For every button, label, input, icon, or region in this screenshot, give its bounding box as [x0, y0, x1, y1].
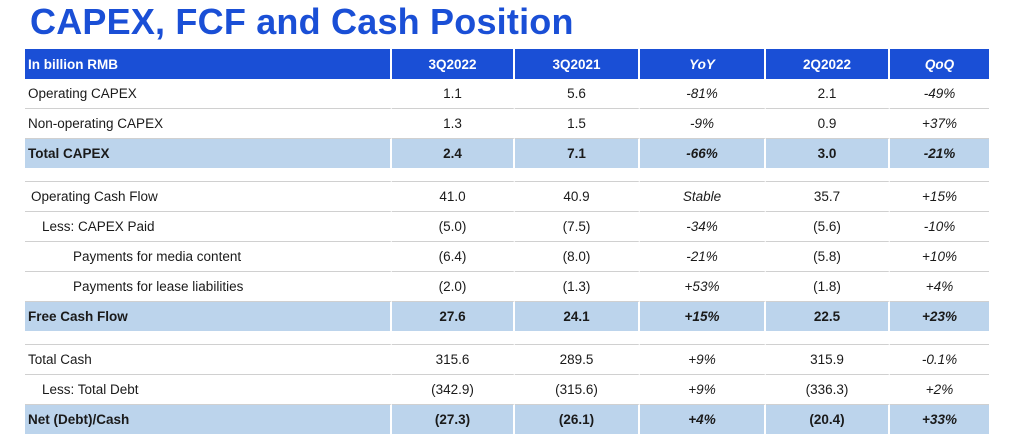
- cell-3q2022: (2.0): [392, 272, 515, 302]
- cell-2q2022: 22.5: [766, 302, 890, 331]
- row-label: Payments for media content: [25, 242, 392, 272]
- cell-3q2021: (1.3): [515, 272, 640, 302]
- financial-table: In billion RMB 3Q2022 3Q2021 YoY 2Q2022 …: [25, 49, 989, 434]
- row-operating-capex: Operating CAPEX 1.1 5.6 -81% 2.1 -49%: [25, 79, 989, 109]
- cell-2q2022: 0.9: [766, 109, 890, 139]
- cell-qoq: +23%: [890, 302, 989, 331]
- cell-3q2022: 41.0: [392, 182, 515, 212]
- cell-3q2022: (5.0): [392, 212, 515, 242]
- cell-2q2022: (1.8): [766, 272, 890, 302]
- row-label: Total Cash: [25, 345, 392, 375]
- cell-2q2022: 35.7: [766, 182, 890, 212]
- cell-2q2022: (5.6): [766, 212, 890, 242]
- cell-3q2021: 40.9: [515, 182, 640, 212]
- header-qoq: QoQ: [890, 49, 989, 79]
- header-3q2021: 3Q2021: [515, 49, 640, 79]
- row-capex-paid: Less: CAPEX Paid (5.0) (7.5) -34% (5.6) …: [25, 212, 989, 242]
- cell-2q2022: 3.0: [766, 139, 890, 168]
- cell-qoq: +33%: [890, 405, 989, 434]
- cell-2q2022: 2.1: [766, 79, 890, 109]
- cell-3q2022: 27.6: [392, 302, 515, 331]
- cell-3q2022: 1.3: [392, 109, 515, 139]
- cell-3q2022: (6.4): [392, 242, 515, 272]
- cell-3q2022: 1.1: [392, 79, 515, 109]
- row-free-cash-flow: Free Cash Flow 27.6 24.1 +15% 22.5 +23%: [25, 302, 989, 331]
- cell-yoy: +15%: [640, 302, 766, 331]
- cell-yoy: +53%: [640, 272, 766, 302]
- row-label: Net (Debt)/Cash: [25, 405, 392, 434]
- cell-3q2021: 24.1: [515, 302, 640, 331]
- row-label: Operating Cash Flow: [25, 182, 392, 212]
- cell-3q2021: 1.5: [515, 109, 640, 139]
- cell-yoy: -81%: [640, 79, 766, 109]
- row-operating-cash-flow: Operating Cash Flow 41.0 40.9 Stable 35.…: [25, 182, 989, 212]
- cell-3q2021: 7.1: [515, 139, 640, 168]
- cell-3q2022: (342.9): [392, 375, 515, 405]
- cell-3q2021: (26.1): [515, 405, 640, 434]
- row-spacer: [25, 168, 989, 182]
- row-total-capex: Total CAPEX 2.4 7.1 -66% 3.0 -21%: [25, 139, 989, 168]
- row-label: Operating CAPEX: [25, 79, 392, 109]
- row-label: Payments for lease liabilities: [25, 272, 392, 302]
- table-header-row: In billion RMB 3Q2022 3Q2021 YoY 2Q2022 …: [25, 49, 989, 79]
- row-label: Non-operating CAPEX: [25, 109, 392, 139]
- header-2q2022: 2Q2022: [766, 49, 890, 79]
- row-spacer: [25, 331, 989, 345]
- cell-qoq: +4%: [890, 272, 989, 302]
- cell-qoq: +10%: [890, 242, 989, 272]
- row-non-operating-capex: Non-operating CAPEX 1.3 1.5 -9% 0.9 +37%: [25, 109, 989, 139]
- cell-yoy: Stable: [640, 182, 766, 212]
- cell-qoq: +37%: [890, 109, 989, 139]
- cell-3q2021: 289.5: [515, 345, 640, 375]
- cell-3q2022: 315.6: [392, 345, 515, 375]
- cell-qoq: -21%: [890, 139, 989, 168]
- header-unit: In billion RMB: [25, 49, 392, 79]
- cell-qoq: -0.1%: [890, 345, 989, 375]
- cell-3q2021: (8.0): [515, 242, 640, 272]
- cell-yoy: -66%: [640, 139, 766, 168]
- cell-yoy: +4%: [640, 405, 766, 434]
- row-media-content: Payments for media content (6.4) (8.0) -…: [25, 242, 989, 272]
- row-label: Less: CAPEX Paid: [25, 212, 392, 242]
- cell-yoy: +9%: [640, 345, 766, 375]
- cell-3q2022: (27.3): [392, 405, 515, 434]
- cell-yoy: -21%: [640, 242, 766, 272]
- cell-3q2022: 2.4: [392, 139, 515, 168]
- cell-2q2022: (336.3): [766, 375, 890, 405]
- row-label: Free Cash Flow: [25, 302, 392, 331]
- cell-3q2021: 5.6: [515, 79, 640, 109]
- page-title: CAPEX, FCF and Cash Position: [30, 1, 574, 42]
- cell-2q2022: 315.9: [766, 345, 890, 375]
- cell-yoy: -9%: [640, 109, 766, 139]
- cell-2q2022: (5.8): [766, 242, 890, 272]
- cell-3q2021: (315.6): [515, 375, 640, 405]
- row-label: Less: Total Debt: [25, 375, 392, 405]
- row-lease-liabilities: Payments for lease liabilities (2.0) (1.…: [25, 272, 989, 302]
- cell-qoq: -49%: [890, 79, 989, 109]
- header-yoy: YoY: [640, 49, 766, 79]
- cell-yoy: +9%: [640, 375, 766, 405]
- cell-3q2021: (7.5): [515, 212, 640, 242]
- cell-qoq: +2%: [890, 375, 989, 405]
- header-3q2022: 3Q2022: [392, 49, 515, 79]
- row-label: Total CAPEX: [25, 139, 392, 168]
- row-total-cash: Total Cash 315.6 289.5 +9% 315.9 -0.1%: [25, 345, 989, 375]
- cell-yoy: -34%: [640, 212, 766, 242]
- cell-qoq: -10%: [890, 212, 989, 242]
- cell-2q2022: (20.4): [766, 405, 890, 434]
- row-total-debt: Less: Total Debt (342.9) (315.6) +9% (33…: [25, 375, 989, 405]
- cell-qoq: +15%: [890, 182, 989, 212]
- row-net-debt-cash: Net (Debt)/Cash (27.3) (26.1) +4% (20.4)…: [25, 405, 989, 434]
